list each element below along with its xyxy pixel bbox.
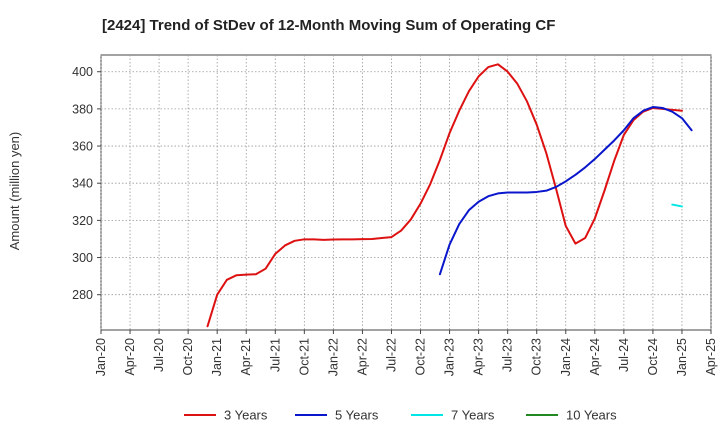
legend-label: 3 Years <box>224 408 268 423</box>
x-tick-label: Oct-23 <box>530 338 544 376</box>
y-axis-label: Amount (million yen) <box>7 132 22 251</box>
x-tick-label: Oct-24 <box>646 338 660 376</box>
x-tick-label: Jul-23 <box>501 338 515 372</box>
x-axis-ticks: Jan-20 Apr-20 Jul-20 Oct-20 Jan-21 Apr-21 Jul-… <box>94 330 718 376</box>
chart-title: [2424] Trend of StDev of 12-Month Moving… <box>102 17 555 34</box>
y-tick-label: 320 <box>72 214 93 228</box>
x-tick-label: Jul-24 <box>617 338 631 372</box>
x-tick-label: Apr-24 <box>588 338 602 376</box>
y-tick-label: 400 <box>72 65 93 79</box>
x-tick-label: Jan-25 <box>675 338 689 376</box>
legend-label: 10 Years <box>566 408 617 423</box>
y-tick-label: 340 <box>72 177 93 191</box>
x-tick-label: Oct-22 <box>414 338 428 376</box>
y-tick-label: 280 <box>72 288 93 302</box>
x-tick-label: Apr-20 <box>123 338 137 376</box>
x-tick-label: Oct-20 <box>181 338 195 376</box>
x-tick-label: Jan-20 <box>94 338 108 376</box>
x-tick-label: Jan-21 <box>210 338 224 376</box>
x-tick-label: Apr-25 <box>704 338 718 376</box>
x-tick-label: Jan-23 <box>443 338 457 376</box>
x-tick-label: Jul-22 <box>384 338 398 372</box>
x-tick-label: Apr-22 <box>355 338 369 376</box>
x-tick-label: Oct-21 <box>297 338 311 376</box>
x-tick-label: Apr-21 <box>239 338 253 376</box>
x-tick-label: Jul-21 <box>268 338 282 372</box>
legend-label: 5 Years <box>335 408 379 423</box>
y-tick-label: 380 <box>72 102 93 116</box>
y-tick-label: 300 <box>72 251 93 265</box>
x-tick-label: Jan-22 <box>326 338 340 376</box>
y-axis-ticks: 280 300 320 340 360 380 400 <box>72 65 101 302</box>
legend: 3 Years 5 Years 7 Years 10 Years <box>184 408 617 423</box>
x-tick-label: Jan-24 <box>559 338 573 376</box>
series-line-5-years <box>438 106 693 276</box>
x-tick-label: Jul-20 <box>152 338 166 372</box>
legend-label: 7 Years <box>451 408 495 423</box>
grid-lines <box>100 55 712 330</box>
y-tick-label: 360 <box>72 140 93 154</box>
series-lines <box>206 63 693 328</box>
x-tick-label: Apr-23 <box>472 338 486 376</box>
plot-area <box>100 54 712 331</box>
series-line-7-years <box>671 203 683 208</box>
series-line-3-years <box>206 63 683 328</box>
